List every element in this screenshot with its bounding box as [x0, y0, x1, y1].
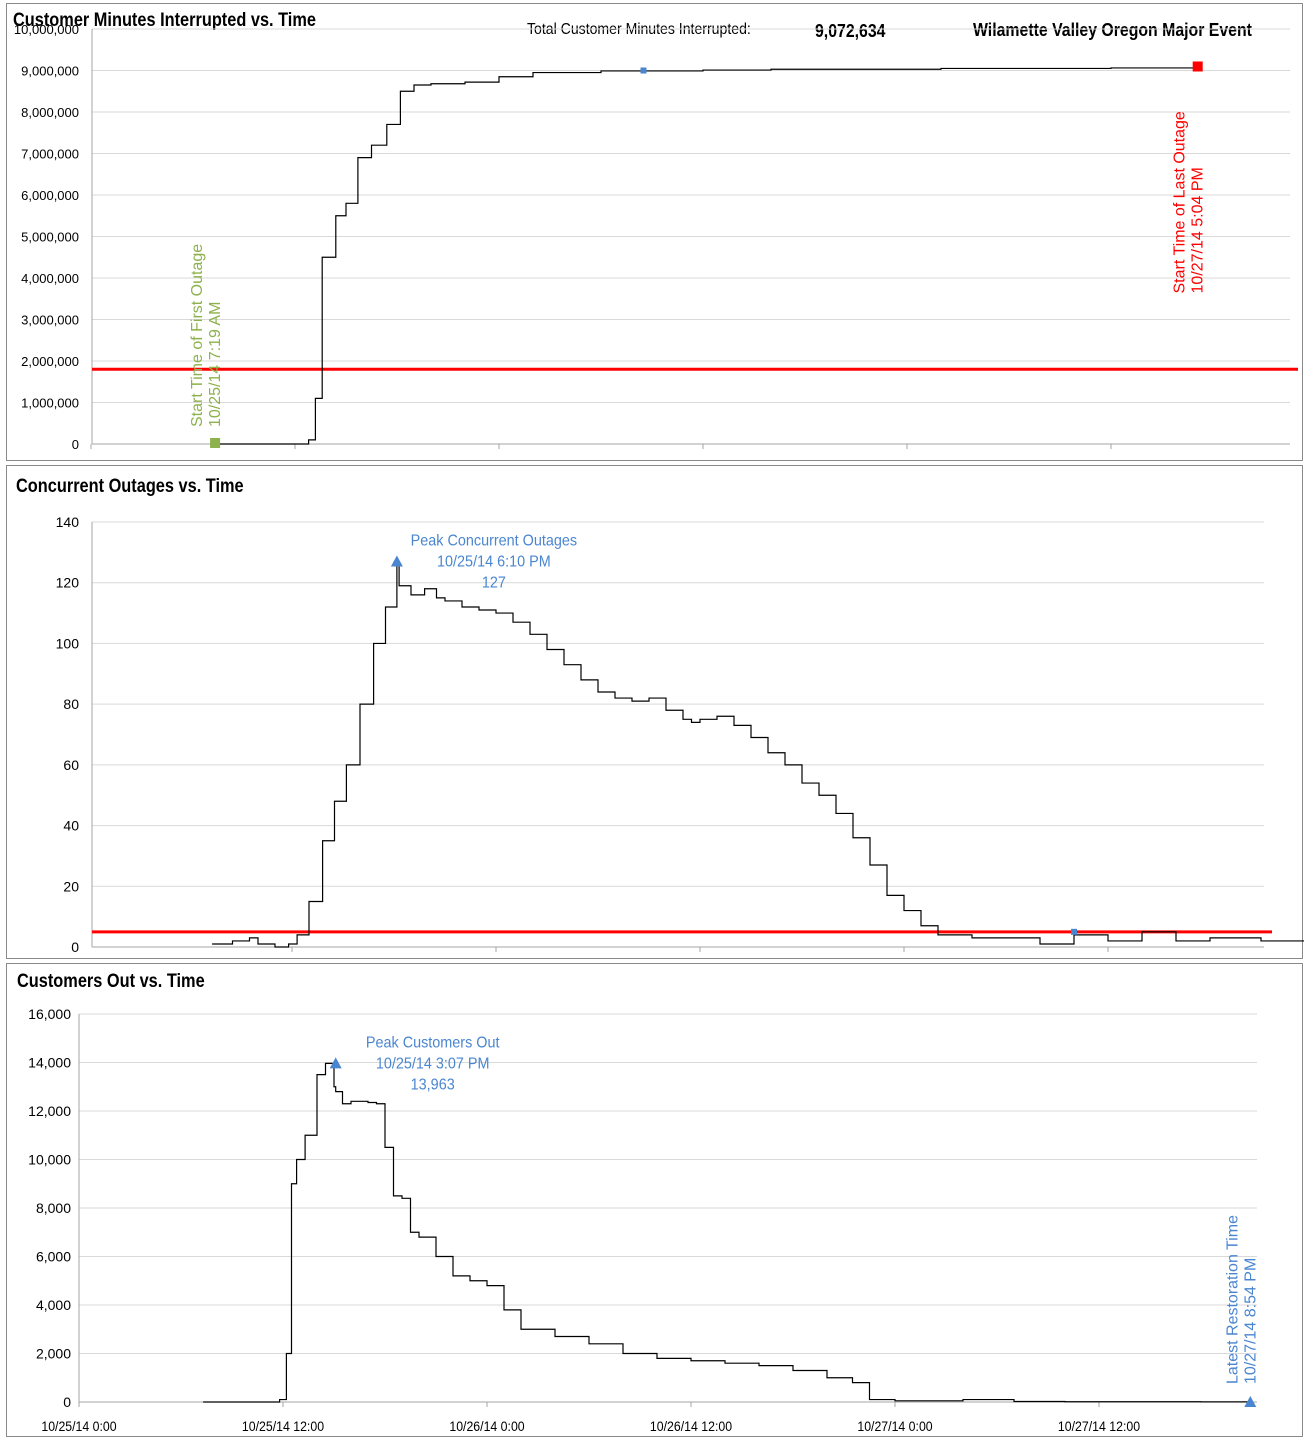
y-tick-label: 10,000,000: [14, 22, 79, 37]
y-tick-label: 60: [63, 757, 79, 773]
y-tick-label: 1,000,000: [21, 396, 79, 411]
x-tick-label: 10/25/14 12:00: [242, 1418, 324, 1434]
series-line: [215, 67, 1199, 445]
annotation-label: Peak Concurrent Outages: [411, 532, 578, 550]
y-tick-label: 5,000,000: [21, 230, 79, 245]
marker-small-square: [640, 67, 647, 74]
y-tick-label: 40: [63, 818, 79, 834]
y-tick-label: 6,000: [36, 1249, 71, 1265]
chart-title: Customer Minutes Interrupted vs. Time: [13, 10, 316, 31]
event-title: Wilamette Valley Oregon Major Event: [973, 20, 1252, 40]
x-tick-label: 10/27/14 12:00: [1058, 1418, 1140, 1434]
annotation-label: 10/25/14 3:07 PM: [376, 1055, 490, 1073]
y-tick-label: 16,000: [28, 1006, 71, 1022]
chart-title: Concurrent Outages vs. Time: [16, 476, 244, 497]
total-cmi-value: 9,072,634: [815, 21, 886, 41]
chart-panel-concurrent: Concurrent Outages vs. Time 140 120 100 80 6…: [6, 465, 1304, 959]
chart-cmi: 10,000,000 9,000,000 8,000,000 7,000,000 6,0…: [14, 22, 1298, 452]
chart-panel-cmi: Customer Minutes Interrupted vs. Time To…: [6, 3, 1303, 461]
x-tick-label: 10/26/14 12:00: [650, 1418, 732, 1434]
y-tick-label: 4,000,000: [21, 271, 79, 286]
annotation-label: Peak Customers Out: [366, 1034, 500, 1052]
annotation-label: 10/25/14 7:19 AM: [207, 302, 224, 427]
y-tick-label: 0: [71, 939, 79, 955]
annotation-label: Start Time of First Outage: [189, 244, 206, 427]
y-tick-label: 4,000: [36, 1297, 71, 1313]
y-tick-label: 6,000,000: [21, 188, 79, 203]
y-tick-label: 3,000,000: [21, 313, 79, 328]
annotation-label: 10/25/14 6:10 PM: [437, 553, 551, 571]
marker-triangle: [1244, 1396, 1257, 1407]
annotation-label: Start Time of Last Outage: [1172, 111, 1189, 293]
chart-concurrent: 140 120 100 80 60 40 20 0 Peak Concurrent Outage…: [56, 514, 1304, 955]
y-tick-label: 20: [63, 878, 79, 894]
annotation-label: 13,963: [411, 1076, 455, 1094]
y-tick-label: 7,000,000: [21, 147, 79, 162]
y-tick-label: 10,000: [28, 1152, 71, 1168]
chart-panel-customers-out: Customers Out vs. Time 16,000 14,000 12,00…: [6, 963, 1303, 1437]
marker-square: [1192, 61, 1203, 72]
annotation-label: 10/27/14 8:54 PM: [1242, 1258, 1259, 1384]
y-tick-label: 80: [63, 696, 79, 712]
y-tick-label: 120: [56, 575, 80, 591]
chart-customers-out: 16,000 14,000 12,000 10,000 8,000 6,000 4,000 2…: [28, 1006, 1259, 1434]
y-tick-label: 8,000: [36, 1200, 71, 1216]
y-tick-label: 9,000,000: [21, 64, 79, 79]
marker-triangle: [390, 555, 403, 567]
series-line: [203, 1062, 1253, 1403]
annotation-label: 10/27/14 5:04 PM: [1190, 167, 1207, 293]
y-tick-label: 0: [63, 1394, 71, 1410]
y-tick-label: 100: [56, 635, 80, 651]
y-tick-label: 0: [72, 437, 79, 452]
chart-title: Customers Out vs. Time: [17, 971, 205, 992]
series-line: [212, 560, 1304, 948]
marker-square: [210, 438, 221, 448]
x-tick-label: 10/27/14 0:00: [857, 1418, 932, 1434]
y-tick-label: 14,000: [28, 1055, 71, 1071]
y-tick-label: 2,000: [36, 1346, 71, 1362]
y-tick-label: 2,000,000: [21, 354, 79, 369]
x-tick-label: 10/25/14 0:00: [41, 1418, 116, 1434]
annotation-label: Latest Restoration Time: [1224, 1215, 1241, 1384]
marker-small-square: [1071, 928, 1077, 935]
annotation-label: 127: [482, 574, 506, 592]
y-tick-label: 140: [56, 514, 80, 530]
y-tick-label: 12,000: [28, 1103, 71, 1119]
x-tick-label: 10/26/14 0:00: [449, 1418, 524, 1434]
marker-triangle: [329, 1057, 342, 1069]
y-tick-label: 8,000,000: [21, 105, 79, 120]
